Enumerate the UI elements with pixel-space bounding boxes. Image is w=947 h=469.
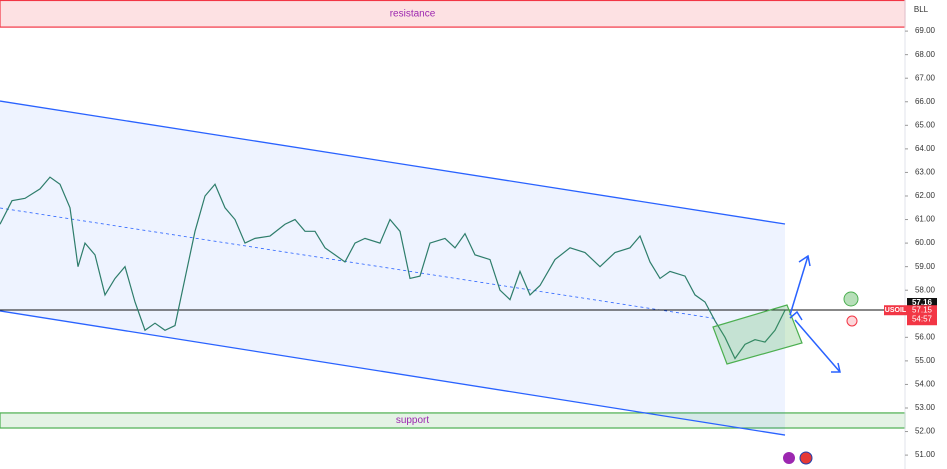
- y-tick-label: 51.00: [915, 450, 936, 459]
- icon: [799, 451, 813, 465]
- price-series: [0, 176, 786, 360]
- symbol-code: BLL: [914, 5, 929, 14]
- y-tick-label: 65.00: [915, 120, 936, 129]
- icon: [783, 452, 795, 464]
- channel-mid: [0, 207, 716, 319]
- y-tick-label: 69.00: [915, 26, 936, 35]
- y-tick-label: 63.00: [915, 168, 936, 177]
- y-tick-label: 60.00: [915, 238, 936, 247]
- zone-label: resistance: [390, 8, 436, 19]
- y-tick-label: 64.00: [915, 144, 936, 153]
- symbol-tag-label: USOIL: [885, 307, 907, 314]
- zone: [0, 0, 906, 28]
- y-tick-label: 66.00: [915, 97, 936, 106]
- y-tick-label: 61.00: [915, 215, 936, 224]
- countdown-label: 54:57: [912, 314, 933, 323]
- channel-line: [0, 100, 786, 225]
- y-tick-label: 56.00: [915, 332, 936, 341]
- price-tag-label: 57.16: [912, 298, 933, 307]
- red-circle: [846, 315, 858, 327]
- channel-fill: [0, 101, 785, 436]
- y-tick-label: 67.00: [915, 73, 936, 82]
- last-price-label: 57.15: [912, 305, 933, 314]
- y-tick-label: 62.00: [915, 191, 936, 200]
- green-circle: [843, 291, 859, 307]
- green-box: [712, 304, 803, 365]
- y-tick-label: 54.00: [915, 380, 936, 389]
- y-tick-label: 58.00: [915, 285, 936, 294]
- y-tick-label: 68.00: [915, 50, 936, 59]
- last-price-tag: [907, 305, 937, 326]
- y-tick-label: 53.00: [915, 403, 936, 412]
- channel-line: [0, 310, 786, 436]
- y-tick-label: 52.00: [915, 427, 936, 436]
- zone-label: support: [396, 415, 430, 426]
- y-tick-label: 55.00: [915, 356, 936, 365]
- price-tag: [907, 297, 937, 308]
- symbol-tag: [884, 305, 907, 316]
- y-tick-label: 59.00: [915, 262, 936, 271]
- arrows: [789, 254, 841, 373]
